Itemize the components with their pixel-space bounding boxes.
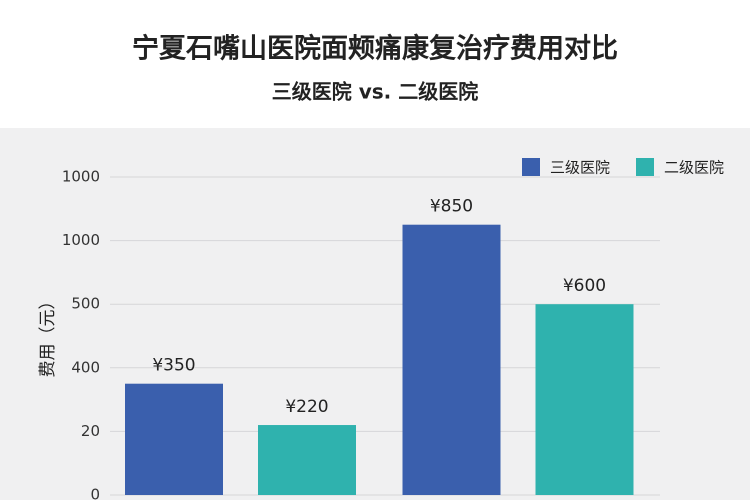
bar — [402, 224, 501, 495]
y-tick-label: 400 — [71, 358, 100, 376]
bar — [258, 425, 356, 495]
legend-swatch — [522, 158, 540, 176]
bar — [125, 383, 223, 495]
legend-swatch — [636, 158, 654, 176]
value-label: ¥350 — [152, 356, 195, 376]
value-label: ¥600 — [563, 276, 606, 296]
value-label: ¥850 — [430, 197, 473, 217]
chart-subtitle: 三级医院 vs. 二级医院 — [272, 80, 478, 104]
value-label: ¥220 — [285, 397, 328, 417]
y-tick-label: 1000 — [62, 231, 100, 249]
legend-label: 二级医院 — [664, 159, 724, 177]
y-tick-label: 1000 — [62, 168, 100, 186]
plot-panel — [0, 128, 750, 500]
y-tick-label: 20 — [81, 422, 100, 440]
legend-label: 三级医院 — [550, 159, 610, 177]
chart-title: 宁夏石嘴山医院面颊痛康复治疗费用对比 — [132, 33, 618, 65]
y-tick-label: 0 — [90, 486, 100, 501]
bar — [535, 304, 634, 495]
y-axis-label: 费用（元） — [38, 293, 58, 378]
y-tick-label: 500 — [71, 295, 100, 313]
